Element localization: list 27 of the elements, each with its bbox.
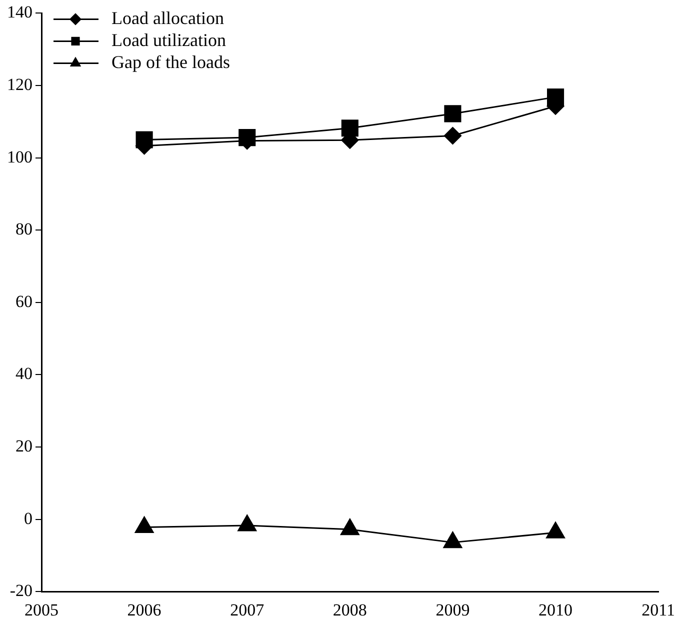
y-tick-label: 140 [7,2,32,22]
legend-label: Load utilization [112,30,226,50]
legend-label: Gap of the loads [112,52,230,72]
x-tick-label: 2005 [24,600,58,620]
y-tick-label: 0 [24,508,32,528]
point [340,518,360,536]
point [443,532,462,548]
point [444,105,462,122]
y-tick-label: 60 [16,292,32,311]
y-tick-label: 120 [7,74,32,94]
point [546,522,565,538]
y-tick-label: 100 [7,147,32,166]
point [341,120,358,137]
x-tick-label: 2007 [230,600,265,620]
x-tick-label: 2006 [127,600,162,620]
point [444,127,462,144]
y-tick-label: 80 [16,220,32,239]
point [238,514,257,532]
legend-label: Load allocation [112,8,224,28]
y-tick-label: 20 [16,436,32,456]
x-tick-label: 2011 [642,600,676,620]
x-tick-label: 2008 [332,600,367,620]
x-tick-label: 2010 [538,600,573,620]
x-tick-label: 2009 [436,600,470,620]
point [134,516,154,534]
y-tick-label: -20 [10,581,32,600]
y-tick-label: 40 [16,364,32,384]
